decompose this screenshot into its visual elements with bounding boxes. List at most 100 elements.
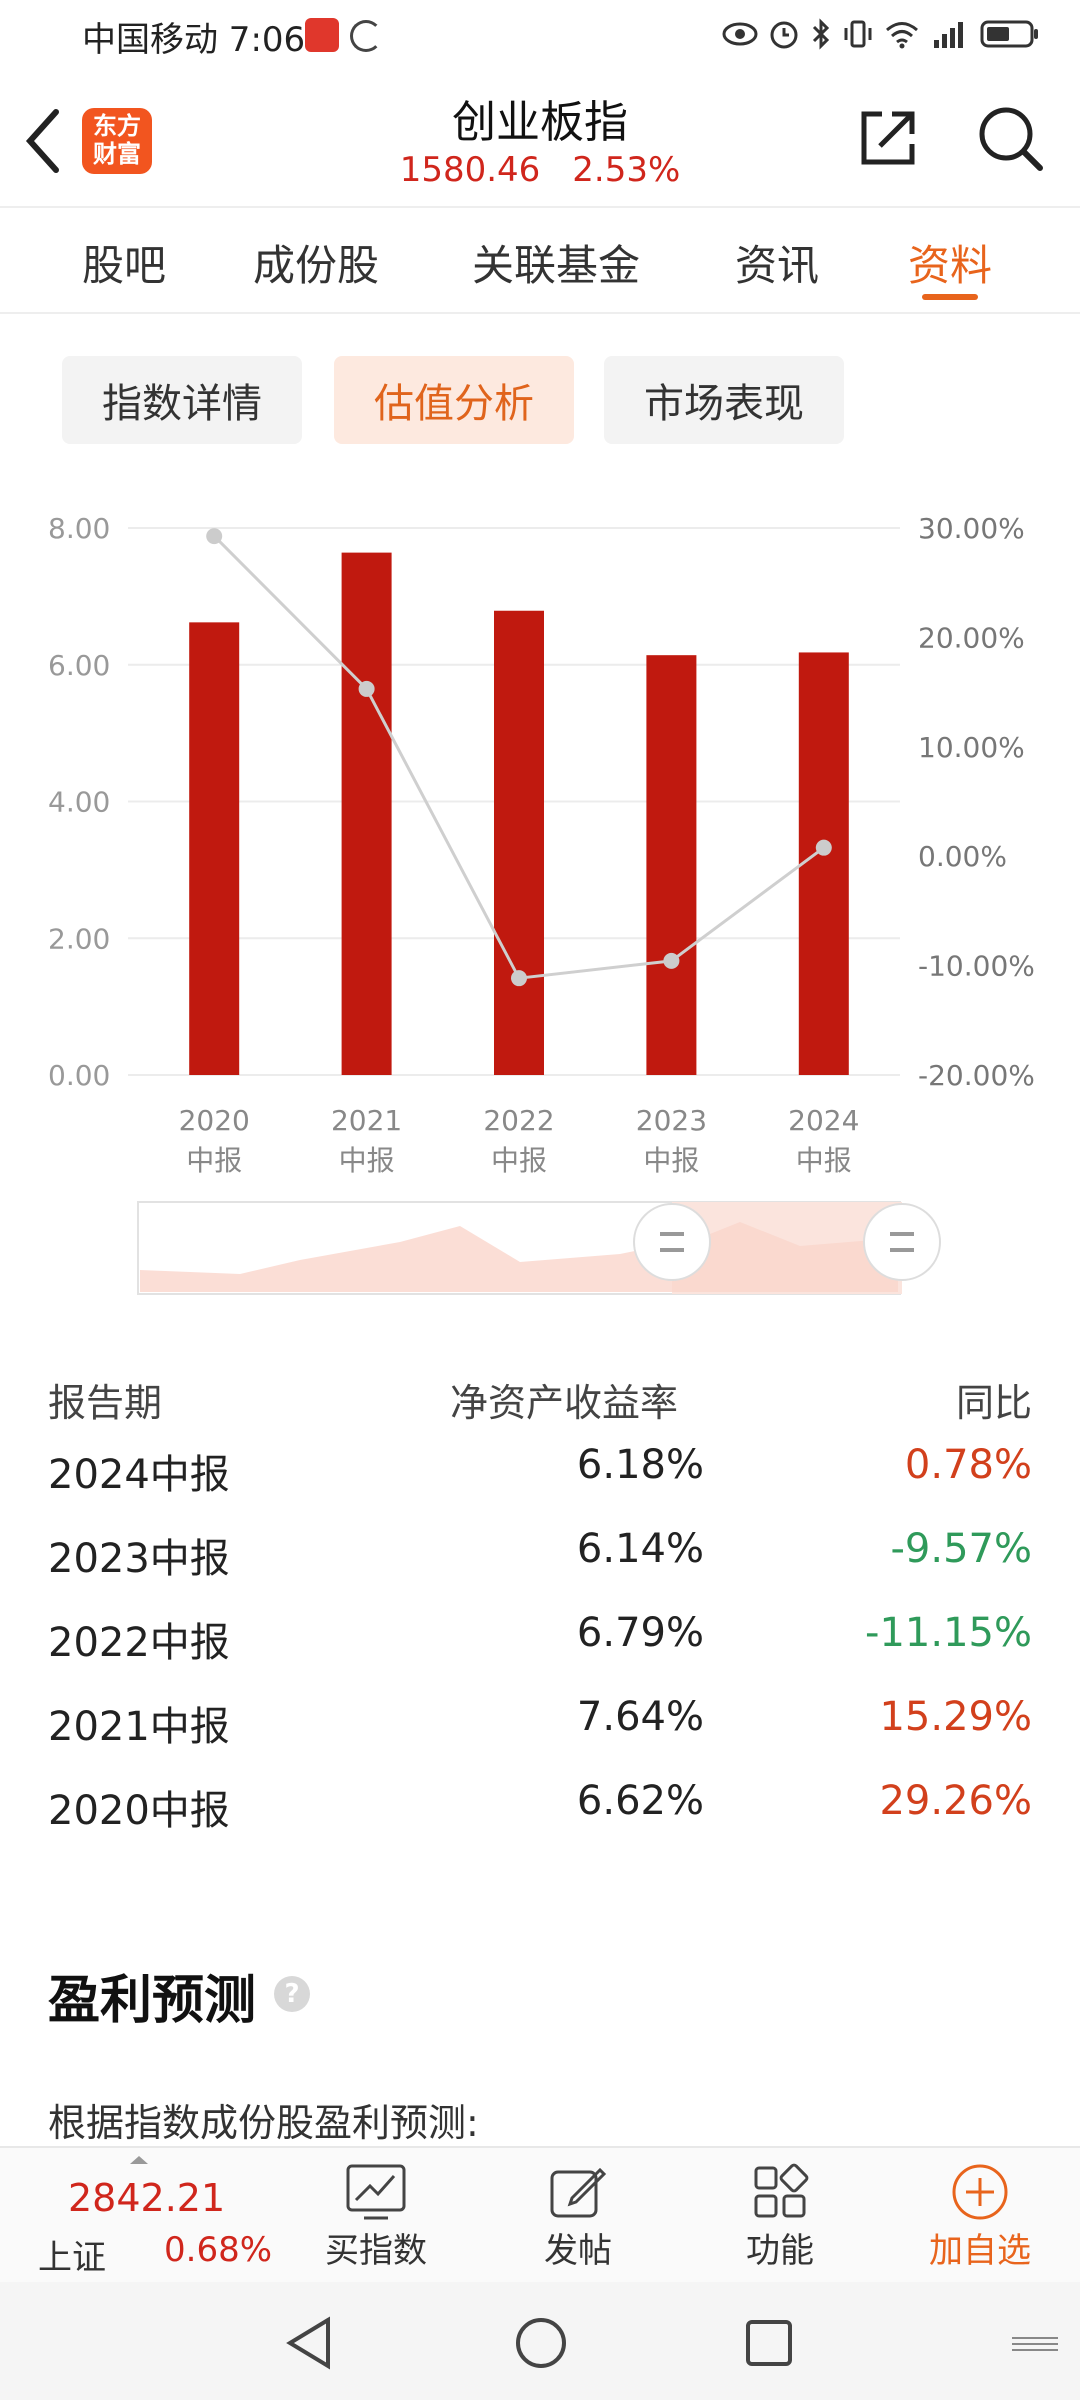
tab-profile[interactable]: 资料 (908, 241, 993, 290)
row-yoy: -11.15% (865, 1610, 1032, 1656)
row-yoy: 15.29% (879, 1694, 1032, 1740)
nav-back-icon[interactable] (284, 2316, 334, 2370)
row-roe: 6.79% (576, 1610, 704, 1656)
table-row[interactable]: 2022中报 6.79% -11.15% (0, 1606, 1080, 1690)
tab-constituents[interactable]: 成份股 (253, 241, 380, 290)
ticker-value: 2842.21 (68, 2176, 226, 2220)
line-point (663, 952, 680, 969)
tab-related-funds[interactable]: 关联基金 (472, 241, 641, 290)
bottom-toolbar: 2842.21 上证 0.68% 买指数 发帖 功能 加自选 (0, 2146, 1080, 2284)
row-roe: 6.14% (576, 1526, 704, 1572)
nav-recents-icon[interactable] (744, 2318, 794, 2368)
bar (341, 552, 392, 1075)
y-right-tick-label: 30.00% (918, 512, 1025, 545)
trend-chart-icon (346, 2164, 406, 2220)
range-slider[interactable] (137, 1201, 941, 1295)
chart-line (206, 528, 832, 987)
edit-icon (550, 2167, 607, 2218)
x-tick-label: 中报 (796, 1144, 852, 1177)
x-tick-label: 中报 (491, 1144, 547, 1177)
line-point (358, 680, 375, 697)
x-tick-label: 中报 (643, 1144, 699, 1177)
table-row[interactable]: 2023中报 6.14% -9.57% (0, 1522, 1080, 1606)
tab-news[interactable]: 资讯 (735, 241, 820, 290)
x-tick-label: 2023 (636, 1104, 707, 1137)
y-right-tick-label: 10.00% (918, 731, 1025, 764)
tab-guba[interactable]: 股吧 (82, 241, 167, 290)
app-logo[interactable]: 东方 财富 (82, 108, 152, 174)
line-point (206, 528, 223, 545)
post-label: 发帖 (544, 2231, 612, 2271)
ticker-name: 上证 (38, 2238, 106, 2278)
index-ticker[interactable]: 2842.21 上证 0.68% (0, 2148, 290, 2284)
chart-axes: 0.00 2.00 4.00 6.00 8.00 -20.00% -10.00% 0.00% 1… (48, 512, 1035, 1177)
bar (494, 610, 544, 1075)
back-icon[interactable] (22, 106, 66, 176)
vibrate-icon (844, 20, 872, 48)
table-row[interactable]: 2024中报 6.18% 0.78% (0, 1438, 1080, 1522)
row-period: 2022中报 (48, 1620, 230, 1666)
search-icon[interactable] (974, 102, 1046, 174)
x-tick-label: 中报 (339, 1144, 395, 1177)
row-period: 2024中报 (48, 1452, 230, 1498)
y-right-tick-label: 0.00% (918, 840, 1007, 873)
buy-index-label: 买指数 (325, 2231, 427, 2271)
row-yoy: 29.26% (879, 1778, 1032, 1824)
row-period: 2021中报 (48, 1704, 230, 1750)
y-right-tick-label: -20.00% (918, 1059, 1035, 1092)
functions-button[interactable]: 功能 (710, 2148, 850, 2284)
roe-chart: 0.00 2.00 4.00 6.00 8.00 -20.00% -10.00% 0.00% 1… (48, 512, 1035, 1295)
page-title: 创业板指 (452, 97, 628, 148)
bar (798, 652, 849, 1075)
help-icon[interactable]: ? (274, 1976, 310, 2012)
signal-icon (934, 22, 963, 48)
y-left-tick-label: 0.00 (48, 1059, 110, 1092)
row-period: 2020中报 (48, 1788, 230, 1834)
add-watchlist-label: 加自选 (929, 2231, 1031, 2271)
price-change: 2.53% (572, 150, 681, 190)
col-header-yoy: 同比 (955, 1381, 1032, 1425)
row-roe: 7.64% (576, 1694, 704, 1740)
row-roe: 6.62% (576, 1778, 704, 1824)
x-tick-label: 2020 (179, 1104, 250, 1137)
col-header-roe: 净资产收益率 (450, 1381, 679, 1425)
x-tick-label: 中报 (186, 1144, 242, 1177)
col-header-period: 报告期 (48, 1381, 163, 1425)
row-period: 2023中报 (48, 1536, 230, 1582)
y-right-tick-label: -10.00% (918, 950, 1035, 983)
y-left-tick-label: 6.00 (48, 649, 110, 682)
logo-text-2: 财富 (93, 140, 141, 168)
buy-index-button[interactable]: 买指数 (306, 2148, 446, 2284)
battery-icon (980, 20, 1038, 48)
slider-handle-left[interactable] (633, 1203, 711, 1281)
alarm-icon (770, 21, 798, 49)
y-left-tick-label: 8.00 (48, 512, 110, 545)
add-circle-icon (952, 2164, 1008, 2220)
nav-home-icon[interactable] (514, 2316, 568, 2370)
eye-icon (722, 22, 758, 46)
row-yoy: 0.78% (904, 1442, 1032, 1488)
add-watchlist-button[interactable]: 加自选 (910, 2148, 1050, 2284)
status-bar: 中国移动 7:06 (0, 0, 1080, 72)
slider-handle-right[interactable] (863, 1203, 941, 1281)
ticker-change: 0.68% (164, 2230, 273, 2270)
logo-text-1: 东方 (93, 112, 141, 140)
share-icon[interactable] (856, 106, 920, 170)
nav-menu-icon[interactable] (1010, 2334, 1060, 2354)
subtab-market[interactable]: 市场表现 (604, 356, 844, 444)
status-icons (722, 14, 1040, 54)
table-row[interactable]: 2021中报 7.64% 15.29% (0, 1690, 1080, 1774)
line-point (815, 839, 832, 856)
y-right-tick-label: 20.00% (918, 621, 1025, 654)
price-value: 1580.46 (399, 150, 541, 190)
post-button[interactable]: 发帖 (508, 2148, 648, 2284)
subtab-index-detail[interactable]: 指数详情 (62, 356, 302, 444)
subtab-valuation[interactable]: 估值分析 (334, 356, 574, 444)
grid-apps-icon (754, 2163, 809, 2218)
line-point (511, 970, 527, 987)
x-tick-label: 2022 (483, 1104, 554, 1137)
chart-bars (189, 552, 849, 1075)
caret-up-icon (130, 2156, 148, 2164)
bar (646, 655, 697, 1075)
table-row[interactable]: 2020中报 6.62% 29.26% (0, 1774, 1080, 1858)
